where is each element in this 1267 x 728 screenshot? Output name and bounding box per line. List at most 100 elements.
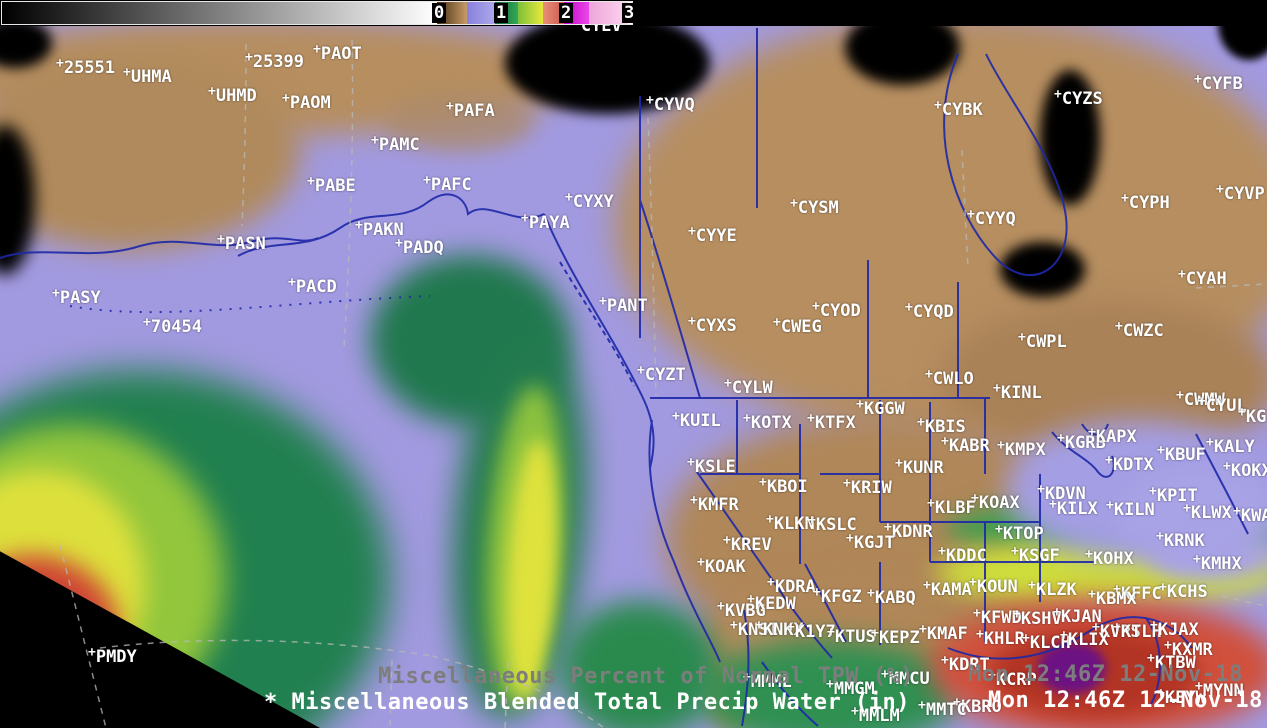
station-label: +PAOM [282, 91, 331, 113]
plus-marker-icon: + [971, 491, 979, 506]
plus-marker-icon: + [871, 626, 879, 641]
station-label: +KSLE [687, 455, 736, 477]
plus-marker-icon: + [313, 42, 321, 57]
station-label: +KCRP [988, 668, 1037, 690]
plus-marker-icon: + [672, 409, 680, 424]
plus-marker-icon: + [941, 434, 949, 449]
station-label: +KTBW [1147, 651, 1196, 673]
station-label: +KBMX [1088, 587, 1137, 609]
plus-marker-icon: + [743, 670, 751, 685]
plus-marker-icon: + [1022, 631, 1030, 646]
plus-marker-icon: + [687, 455, 695, 470]
station-label: +KDVN [1037, 482, 1086, 504]
plus-marker-icon: + [1121, 191, 1129, 206]
station-label: +KILX [1049, 497, 1098, 519]
plus-marker-icon: + [637, 363, 645, 378]
station-label: +KVBG [717, 599, 766, 621]
station-label: +MMML [743, 670, 792, 692]
station-label: +KOKX [1223, 459, 1267, 481]
plus-marker-icon: + [919, 622, 927, 637]
station-label: +KLBF [927, 496, 976, 518]
plus-marker-icon: + [812, 299, 820, 314]
station-label: +PADQ [395, 236, 444, 258]
station-label: +KINL [993, 381, 1042, 403]
station-label: +KAPX [1088, 425, 1137, 447]
station-label: +KCHS [1159, 580, 1208, 602]
plus-marker-icon: + [826, 677, 834, 692]
station-label: +KOUN [969, 575, 1018, 597]
station-label: +KLWX [1183, 501, 1232, 523]
station-label: +KMAF [919, 622, 968, 644]
plus-marker-icon: + [245, 50, 253, 65]
map-region [0, 55, 300, 250]
secondary-product-title: Miscellaneous Percent of Normal TPW (%) [378, 664, 915, 689]
plus-marker-icon: + [56, 56, 64, 71]
no-data-region [1000, 242, 1085, 297]
plus-marker-icon: + [688, 314, 696, 329]
plus-marker-icon: + [846, 531, 854, 546]
station-label: +KOTX [743, 411, 792, 433]
map-region [385, 92, 535, 152]
plus-marker-icon: + [1157, 443, 1165, 458]
station-label: +KXMR [1164, 638, 1213, 660]
station-label: +KVPS [1092, 620, 1141, 642]
plus-marker-icon: + [773, 315, 781, 330]
plus-marker-icon: + [423, 173, 431, 188]
station-label: +MMCU [881, 667, 930, 689]
plus-marker-icon: + [993, 381, 1001, 396]
plus-marker-icon: + [843, 476, 851, 491]
plus-marker-icon: + [724, 376, 732, 391]
station-label: +KFWD [973, 606, 1022, 628]
station-label: +KLIX [1060, 628, 1109, 650]
plus-marker-icon: + [688, 224, 696, 239]
station-label: +KLKN [766, 512, 815, 534]
colorbar-segment [518, 2, 543, 24]
plus-marker-icon: + [730, 618, 738, 633]
station-label: +CYAH [1178, 267, 1227, 289]
station-label: +KEDW [747, 592, 796, 614]
station-label: +KRNK [1156, 529, 1205, 551]
plus-marker-icon: + [1238, 405, 1246, 420]
plus-marker-icon: + [371, 133, 379, 148]
plus-marker-icon: + [851, 704, 859, 719]
plus-marker-icon: + [934, 98, 942, 113]
plus-marker-icon: + [1054, 87, 1062, 102]
station-label: +KAMA [923, 578, 972, 600]
plus-marker-icon: + [827, 625, 835, 640]
plus-marker-icon: + [787, 620, 795, 635]
station-label: +CWZC [1115, 319, 1164, 341]
station-label: +CYXY [565, 190, 614, 212]
plus-marker-icon: + [395, 236, 403, 251]
station-label: +KGJT [846, 531, 895, 553]
colorbar-tick: 3 [622, 3, 637, 23]
station-label: +KEPZ [871, 626, 920, 648]
plus-marker-icon: + [1013, 607, 1021, 622]
plus-marker-icon: + [856, 397, 864, 412]
plus-marker-icon: + [905, 300, 913, 315]
plus-marker-icon: + [925, 367, 933, 382]
plus-marker-icon: + [767, 575, 775, 590]
plus-marker-icon: + [307, 174, 315, 189]
plus-marker-icon: + [813, 585, 821, 600]
station-label: +KMHX [1193, 552, 1242, 574]
station-label: +CYBK [934, 98, 983, 120]
colorbar-segment [467, 2, 495, 24]
station-label: +KJAN [1053, 605, 1102, 627]
station-label: +CYPH [1121, 191, 1170, 213]
plus-marker-icon: + [1057, 431, 1065, 446]
station-label: +25551 [56, 56, 116, 78]
plus-marker-icon: + [143, 315, 151, 330]
plus-marker-icon: + [1194, 72, 1202, 87]
plus-marker-icon: + [717, 599, 725, 614]
station-label: +KTUS [827, 625, 876, 647]
plus-marker-icon: + [217, 232, 225, 247]
station-label: +CWPL [1018, 330, 1067, 352]
station-label: +KSLC [808, 513, 857, 535]
station-label: +KDDC [938, 544, 987, 566]
plus-marker-icon: + [123, 65, 131, 80]
station-label: +PAOT [313, 42, 362, 64]
station-label: +KNSI [730, 618, 779, 640]
plus-marker-icon: + [1037, 482, 1045, 497]
plus-marker-icon: + [884, 520, 892, 535]
plus-marker-icon: + [953, 695, 961, 710]
